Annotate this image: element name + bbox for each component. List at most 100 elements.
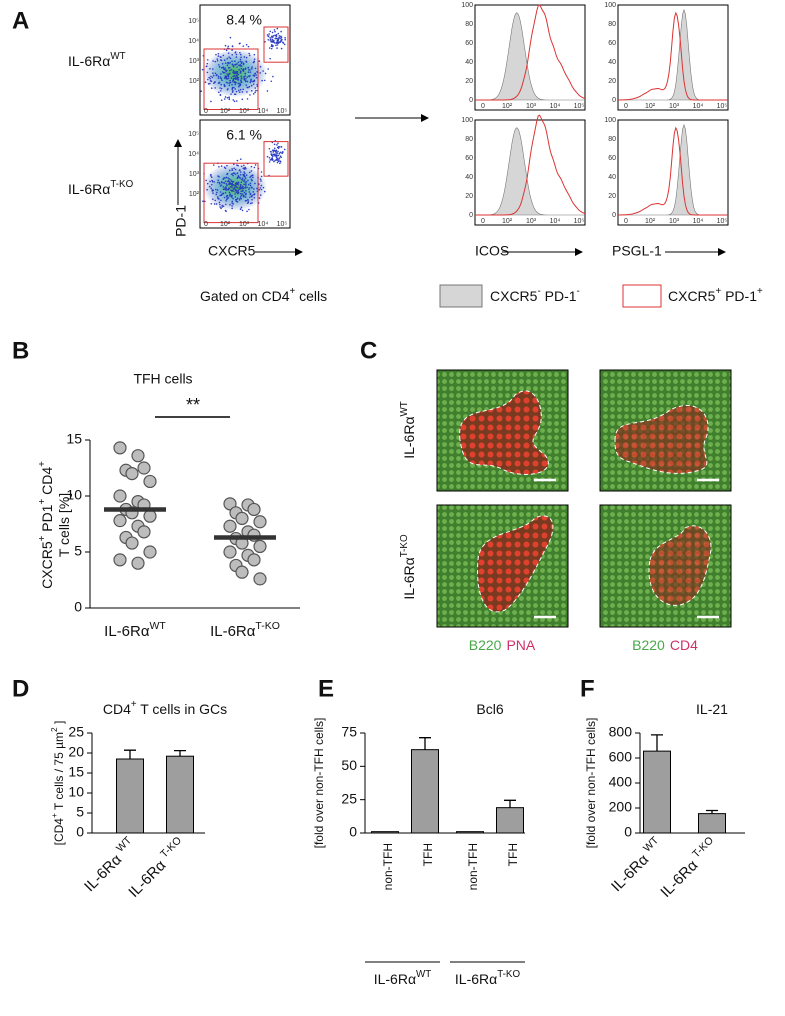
- event: [238, 64, 240, 66]
- flow-x-tick: 10⁵: [277, 221, 288, 228]
- event: [231, 60, 233, 63]
- data-point: [125, 536, 139, 550]
- stain-label: B220 CD4: [632, 637, 698, 653]
- event: [238, 68, 241, 71]
- panel-letter: D: [12, 675, 29, 702]
- gc-outline: [648, 525, 712, 606]
- event: [234, 93, 237, 96]
- gate-percent: 6.1 %: [226, 127, 262, 143]
- event: [233, 86, 235, 89]
- event: [248, 171, 251, 174]
- data-point: [223, 519, 237, 533]
- event: [228, 96, 230, 98]
- y-tick-label: 0: [624, 824, 632, 840]
- flow-y-tick: 10⁵: [188, 131, 199, 138]
- event: [252, 61, 255, 64]
- event: [231, 190, 234, 192]
- x-tick-label-part: non-TFH: [466, 843, 480, 890]
- event: [260, 180, 262, 182]
- event: [277, 150, 279, 153]
- event: [232, 71, 234, 74]
- event: [223, 196, 226, 199]
- event: [252, 191, 255, 193]
- event: [222, 192, 224, 195]
- event: [214, 72, 217, 75]
- event: [227, 52, 230, 54]
- x-tick-label-part: WT: [150, 620, 167, 632]
- event: [218, 66, 221, 68]
- y-axis-label-part: +: [37, 499, 48, 505]
- event: [275, 37, 278, 40]
- event: [239, 185, 242, 187]
- event: [284, 38, 286, 41]
- event: [223, 83, 226, 86]
- event: [268, 33, 270, 35]
- event: [224, 76, 227, 79]
- gating-note: Gated on CD4+ cells: [200, 286, 327, 304]
- event: [258, 197, 261, 199]
- y-axis-label-part: ]: [52, 721, 66, 728]
- event: [248, 188, 250, 191]
- event: [240, 75, 243, 78]
- event: [236, 159, 239, 162]
- event: [219, 56, 222, 58]
- event: [224, 67, 226, 69]
- event: [223, 177, 225, 179]
- event: [231, 196, 233, 198]
- event: [210, 183, 213, 186]
- event: [232, 190, 235, 193]
- hist-y-tick: 0: [469, 97, 473, 104]
- x-tick-label-part: IL-6Rα: [657, 854, 704, 901]
- event: [231, 169, 234, 171]
- event: [209, 180, 211, 183]
- hist-x-tick: 10⁴: [550, 103, 561, 110]
- error-bar: [419, 737, 431, 750]
- event: [239, 177, 242, 179]
- event: [234, 168, 237, 171]
- hist-x-tick: 10⁵: [717, 218, 728, 225]
- event: [229, 193, 232, 196]
- event: [252, 174, 254, 176]
- event: [227, 82, 229, 84]
- y-axis-label-part: CXCR5: [39, 541, 55, 589]
- hist-x-tick: 10³: [669, 103, 680, 110]
- x-tick-label-part: T-KO: [690, 834, 716, 860]
- event: [230, 68, 233, 71]
- event: [238, 169, 241, 172]
- legend-label-part: CXCR5: [668, 288, 716, 304]
- legend-label-part: PD-1: [541, 288, 577, 304]
- event: [236, 191, 239, 194]
- event: [275, 42, 278, 44]
- event: [242, 195, 245, 198]
- event: [245, 199, 248, 202]
- group-label-part: WT: [416, 969, 431, 980]
- gating-note-part: Gated on CD4: [200, 288, 290, 304]
- event: [279, 151, 282, 154]
- event: [231, 205, 233, 207]
- event: [228, 191, 231, 194]
- event: [249, 176, 251, 179]
- bar: [496, 807, 524, 834]
- event: [244, 166, 247, 169]
- event: [273, 147, 276, 150]
- event: [245, 181, 248, 183]
- group-label-part: IL-6Rα: [455, 971, 497, 987]
- event: [223, 187, 226, 189]
- data-point: [253, 572, 267, 586]
- event: [224, 96, 227, 98]
- event: [251, 194, 253, 197]
- hist-y-tick: 0: [469, 212, 473, 219]
- event: [240, 79, 242, 82]
- panel-letter: B: [12, 337, 29, 364]
- event: [232, 90, 234, 92]
- error-bar: [706, 809, 718, 814]
- event: [240, 194, 243, 197]
- event: [244, 196, 247, 198]
- hist-y-tick: 80: [465, 21, 473, 28]
- y-tick-label: 25: [68, 724, 84, 740]
- x-tick-label: non-TFH: [466, 843, 480, 890]
- event: [222, 71, 225, 74]
- event: [260, 188, 263, 191]
- event: [276, 144, 278, 146]
- event: [226, 197, 229, 200]
